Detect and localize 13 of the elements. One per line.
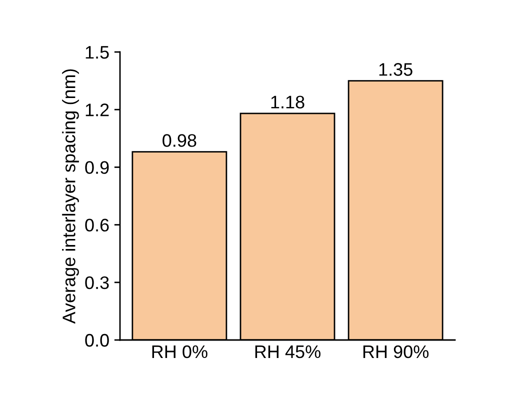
y-tick-label: 0.9 xyxy=(85,161,109,174)
x-tick-label: RH 0% xyxy=(152,345,208,358)
x-tick-label: RH 45% xyxy=(255,345,320,358)
data-label: 0.98 xyxy=(162,134,196,147)
data-label: 1.35 xyxy=(379,63,412,76)
y-tick-label: 0.0 xyxy=(85,334,109,347)
y-tick-label: 0.6 xyxy=(85,218,109,232)
data-label: 1.18 xyxy=(271,96,304,108)
y-tick-label: 1.2 xyxy=(86,104,109,116)
x-tick-label: RH 90% xyxy=(363,345,429,358)
y-axis-title: Average interlayer spacing (nm) xyxy=(62,69,79,324)
y-tick-label: 1.5 xyxy=(86,46,109,59)
y-tick-label: 0.3 xyxy=(85,276,109,290)
